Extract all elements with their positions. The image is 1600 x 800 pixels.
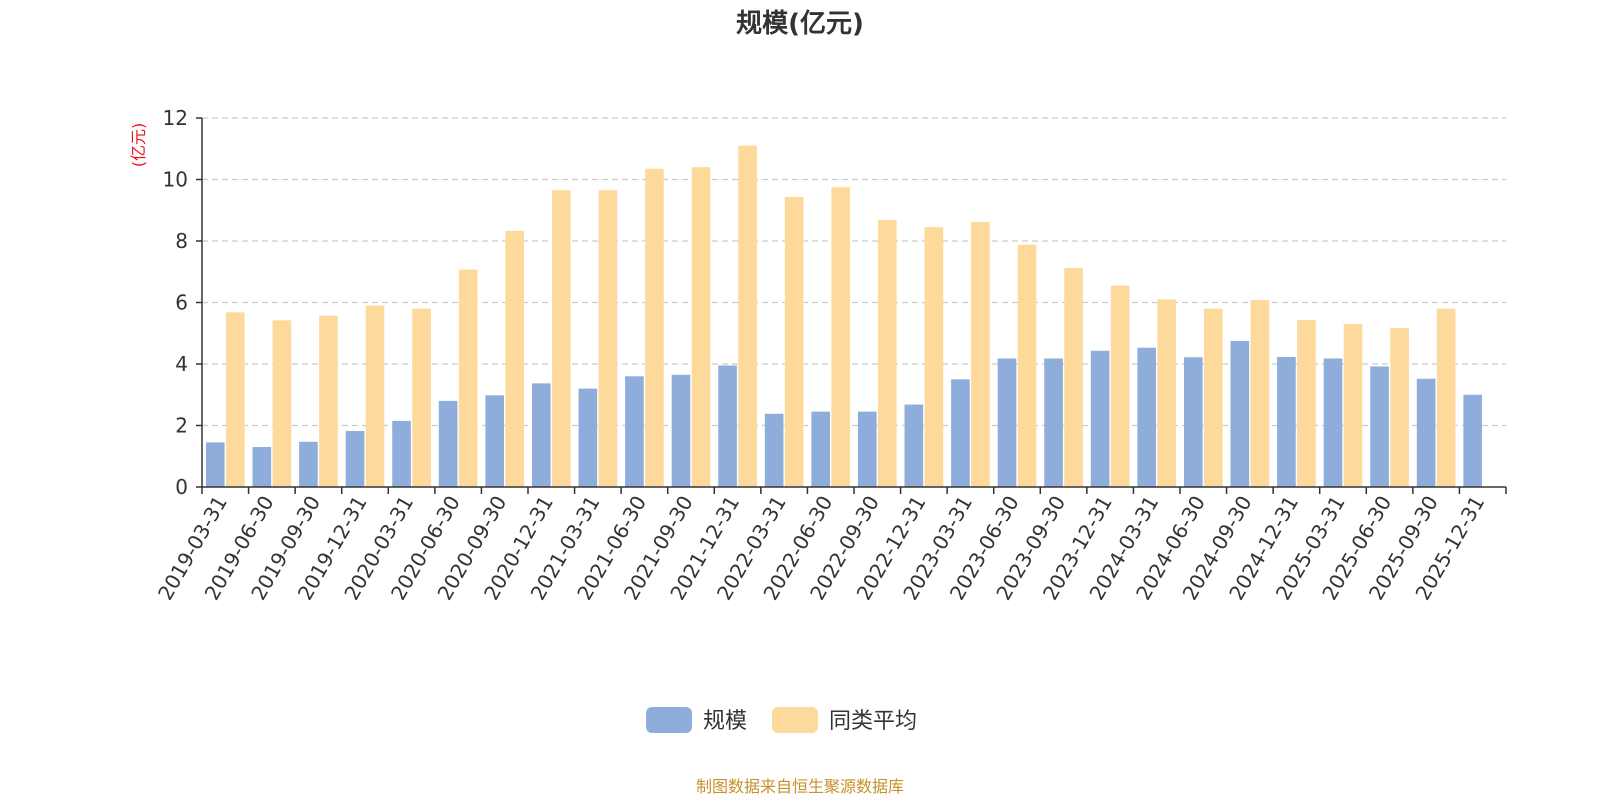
bar-scale — [252, 447, 272, 487]
bar-peer-average — [505, 230, 525, 488]
bar-peer-average — [458, 269, 478, 487]
y-tick-label: 8 — [175, 229, 188, 253]
y-tick-label: 12 — [163, 106, 188, 130]
bar-scale — [1277, 356, 1296, 487]
bar-scale — [1090, 350, 1110, 487]
bar-scale — [951, 379, 970, 487]
bar-peer-average — [877, 220, 897, 487]
y-axis-unit-label: (亿元) — [129, 123, 148, 168]
bar-peer-average — [1390, 328, 1409, 487]
y-tick-label: 10 — [163, 168, 188, 192]
y-tick-label: 0 — [175, 475, 188, 499]
bar-scale — [764, 413, 784, 487]
bar-scale — [1137, 347, 1157, 487]
bar-peer-average — [645, 168, 664, 488]
bar-peer-average — [1343, 324, 1363, 487]
bar-scale — [1183, 357, 1203, 487]
grid-lines — [202, 117, 1506, 427]
bar-scale — [345, 431, 365, 487]
bar-scale — [671, 374, 691, 487]
bar-scale — [857, 411, 877, 487]
bar-scale — [1370, 366, 1389, 487]
bar-peer-average — [1436, 308, 1456, 487]
legend-item-scale[interactable]: 规模 — [646, 707, 747, 734]
bar-scale — [997, 358, 1017, 487]
y-tick-label: 2 — [175, 414, 188, 438]
bar-peer-average — [1297, 320, 1316, 487]
bar-scale — [1416, 378, 1436, 487]
bar-scale — [438, 400, 458, 487]
bar-scale — [904, 404, 924, 487]
bar-peer-average — [924, 227, 944, 487]
bar-scale — [531, 383, 551, 487]
bar-scale — [392, 420, 411, 487]
bar-peer-average — [319, 315, 338, 487]
bar-peer-average — [598, 190, 618, 487]
legend-label: 同类平均 — [829, 709, 917, 734]
bar-peer-average — [1110, 285, 1130, 487]
bars — [205, 145, 1483, 488]
bar-scale — [1044, 358, 1063, 487]
bar-scale — [718, 365, 737, 487]
bar-scale — [1323, 358, 1343, 487]
bar-peer-average — [365, 305, 385, 487]
data-source-note: 制图数据来自恒生聚源数据库 — [696, 777, 904, 796]
bar-peer-average — [1064, 268, 1083, 487]
legend-label: 规模 — [703, 709, 747, 734]
bar-peer-average — [738, 145, 757, 488]
bar-peer-average — [412, 308, 431, 487]
bar-scale — [811, 411, 831, 487]
bar-peer-average — [784, 197, 804, 487]
bar-peer-average — [1157, 299, 1177, 487]
bar-peer-average — [1017, 244, 1037, 487]
legend-item-peer-average[interactable]: 同类平均 — [772, 707, 917, 734]
chart-title: 规模(亿元) — [736, 9, 864, 39]
bar-peer-average — [272, 320, 292, 487]
bar-peer-average — [551, 190, 571, 487]
y-tick-label: 4 — [175, 352, 188, 376]
bar-peer-average — [225, 312, 245, 487]
bar-peer-average — [971, 221, 990, 487]
y-tick-label: 6 — [175, 291, 188, 315]
bar-scale — [205, 442, 225, 487]
legend-swatch — [772, 707, 818, 733]
bar-scale — [299, 441, 318, 487]
bar-peer-average — [1203, 308, 1223, 487]
bar-scale — [625, 376, 644, 487]
bar-scale — [1463, 394, 1483, 487]
bar-peer-average — [1250, 300, 1270, 487]
bar-scale — [485, 395, 505, 487]
bar-scale — [578, 388, 598, 487]
legend: 规模 同类平均 — [646, 707, 917, 734]
bar-scale — [1230, 340, 1250, 487]
bar-peer-average — [831, 187, 851, 487]
bar-peer-average — [691, 167, 711, 487]
legend-swatch — [646, 707, 692, 733]
